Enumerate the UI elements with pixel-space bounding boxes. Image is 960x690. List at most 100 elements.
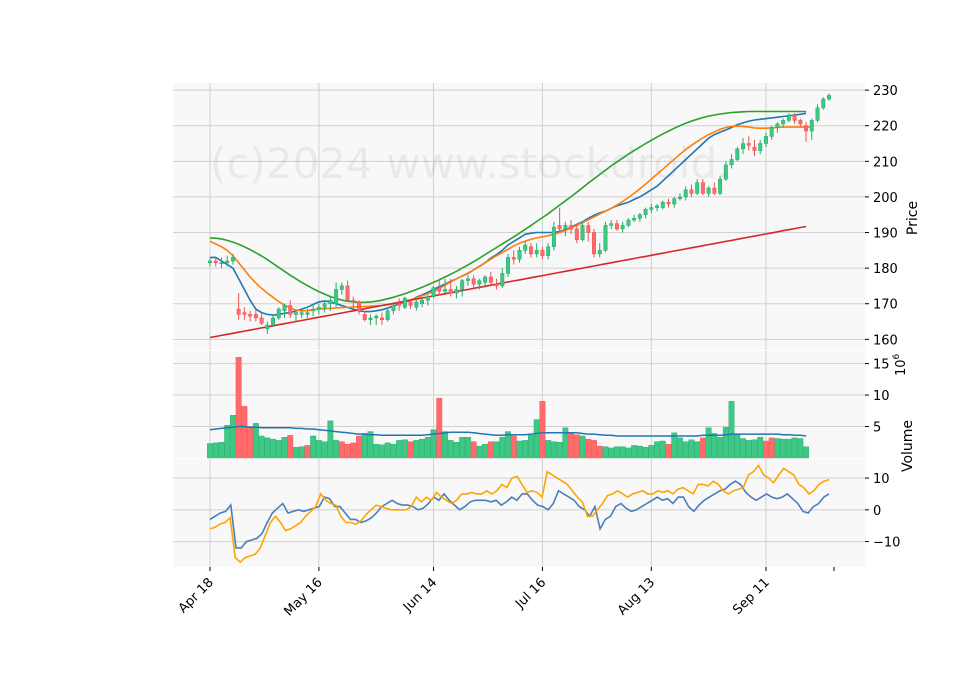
candle-body [345, 285, 350, 301]
volume-bar [763, 440, 769, 459]
volume-bar [648, 445, 655, 459]
volume-bar [803, 446, 809, 459]
candle-body [208, 260, 212, 264]
candle-body [792, 114, 797, 121]
candle-body [718, 178, 723, 194]
y-tick-label: 210 [873, 155, 898, 170]
y-tick-label: 15 [873, 358, 890, 373]
candle-body [242, 312, 247, 315]
volume-bar [579, 435, 586, 459]
candle-body [626, 219, 631, 226]
candle-body [391, 305, 396, 312]
candle-body [494, 283, 499, 287]
candle-body [752, 146, 757, 151]
volume-bar [270, 438, 276, 459]
candle-body [374, 315, 379, 319]
candle-body [706, 187, 711, 194]
volume-bar [677, 437, 683, 459]
volume-bar [722, 426, 729, 459]
price-grid [173, 83, 865, 350]
candle-body [574, 228, 579, 240]
volume-bar [275, 440, 282, 459]
volume-bar [344, 443, 351, 459]
candle-body [666, 202, 671, 205]
volume-bar [310, 435, 317, 459]
y-tick-label: 230 [873, 84, 898, 99]
oscillator-lines [209, 463, 830, 564]
volume-bar [379, 444, 385, 459]
y-tick-label: 5 [873, 421, 881, 436]
oscillator-line-slow [209, 463, 830, 564]
volume-bar [728, 401, 735, 459]
candle-body [695, 182, 700, 194]
volume-bar [602, 446, 609, 459]
volume-bar [264, 437, 271, 459]
volume-bar [734, 434, 741, 459]
candle-body [758, 143, 763, 151]
volume-bar [384, 442, 391, 459]
volume-bar [631, 445, 638, 459]
volume-bar [562, 427, 569, 459]
candle-body [523, 244, 528, 251]
candle-body [769, 127, 774, 137]
volume-bar [356, 435, 362, 459]
candle-body [786, 114, 791, 121]
candle-body [334, 289, 339, 304]
y-tick-label: 190 [873, 227, 898, 242]
candle-body [259, 317, 264, 324]
volume-bar [625, 447, 632, 459]
price-y-axis: 160 170 180 190 200 210 220 230 [865, 84, 898, 348]
volume-bar [373, 443, 380, 459]
volume-bar [533, 419, 540, 459]
candle-body [649, 207, 654, 210]
candle-body [265, 324, 270, 329]
candle-body [431, 287, 436, 297]
price-panel: (c)2024 www.stockdroid. 160 170 180 190 200 2… [173, 83, 921, 350]
volume-bar [688, 439, 695, 459]
volume-moving-average [209, 425, 807, 437]
candle-body [385, 310, 390, 320]
candle-body [712, 187, 717, 194]
candle-body [809, 120, 814, 132]
candle-body [460, 280, 465, 290]
volume-bar [482, 443, 489, 459]
candle-body [448, 289, 453, 294]
candle-body [632, 218, 637, 221]
candle-body [437, 287, 442, 292]
y-tick-label: 200 [873, 191, 898, 206]
date-x-axis: Apr 18 May 16 Jun 14 Jul 16 Aug 13 Sep 11 [176, 567, 835, 619]
candle-body [357, 301, 361, 312]
volume-y-axis: 5 10 15 [865, 358, 890, 436]
candle-body [213, 260, 218, 264]
y-tick-label: 10 [873, 472, 890, 487]
candle-body [362, 314, 367, 320]
volume-bar [751, 439, 758, 459]
candle-body [271, 317, 276, 326]
volume-bar [281, 437, 288, 459]
volume-bar [459, 437, 466, 459]
candle-body [678, 196, 682, 199]
price-axis-label: Price [905, 201, 921, 235]
candle-body [586, 225, 591, 233]
volume-bar [293, 447, 299, 459]
volume-bar [252, 423, 259, 459]
candle-body [506, 257, 511, 274]
volume-bars [207, 357, 809, 459]
candle-body [288, 305, 293, 315]
candle-body [276, 308, 281, 319]
volume-panel: 5 10 15 Volume 106 [173, 351, 916, 472]
x-tick-label: Apr 18 [176, 575, 217, 616]
volume-bar [207, 443, 213, 459]
volume-bar [258, 435, 265, 459]
y-tick-label: 220 [873, 120, 898, 135]
volume-bar [791, 437, 798, 459]
volume-bar [682, 441, 689, 459]
volume-bar [671, 432, 678, 459]
volume-bar [321, 441, 328, 459]
candle-body [821, 98, 826, 109]
x-tick-label: Sep 11 [730, 575, 773, 618]
volume-bar [556, 442, 563, 459]
volume-bar [287, 435, 294, 459]
candle-body [511, 257, 516, 260]
